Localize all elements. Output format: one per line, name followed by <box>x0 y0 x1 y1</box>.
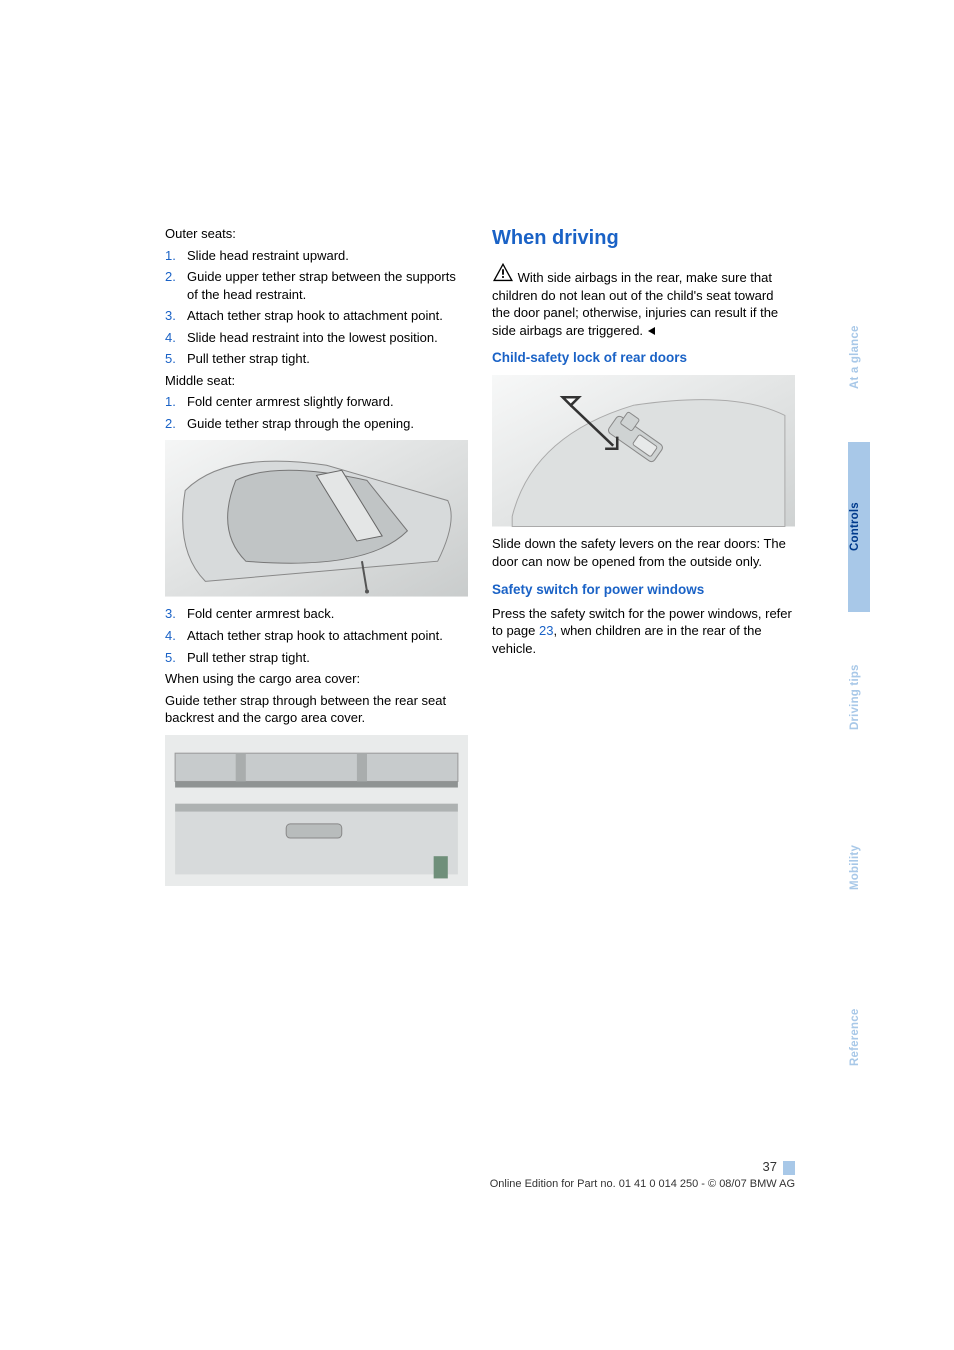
list-item: 4.Slide head restraint into the lowest p… <box>165 329 468 347</box>
step-number: 5. <box>165 350 187 368</box>
step-number: 4. <box>165 329 187 347</box>
page-number: 37 <box>0 1158 795 1176</box>
cargo-cover-figure <box>165 735 468 885</box>
outer-seats-label: Outer seats: <box>165 225 468 243</box>
tab-reference[interactable]: Reference <box>848 952 870 1122</box>
page-reference[interactable]: 23 <box>539 623 553 638</box>
left-column: Outer seats: 1.Slide head restraint upwa… <box>165 225 468 895</box>
child-lock-figure <box>492 375 795 525</box>
step-text: Fold center armrest slightly forward. <box>187 393 468 411</box>
list-item: 3.Attach tether strap hook to attachment… <box>165 307 468 325</box>
tab-mobility[interactable]: Mobility <box>848 782 870 952</box>
list-item: 1.Fold center armrest slightly forward. <box>165 393 468 411</box>
warning-text: With side airbags in the rear, make sure… <box>492 270 778 338</box>
list-item: 4.Attach tether strap hook to attachment… <box>165 627 468 645</box>
cargo-cover-intro: When using the cargo area cover: <box>165 670 468 688</box>
step-number: 5. <box>165 649 187 667</box>
content-columns: Outer seats: 1.Slide head restraint upwa… <box>165 225 795 895</box>
list-item: 2.Guide upper tether strap between the s… <box>165 268 468 303</box>
armrest-figure <box>165 440 468 595</box>
manual-page: Outer seats: 1.Slide head restraint upwa… <box>0 0 954 1350</box>
step-number: 3. <box>165 605 187 623</box>
step-text: Fold center armrest back. <box>187 605 468 623</box>
middle-seat-steps-b: 3.Fold center armrest back. 4.Attach tet… <box>165 605 468 666</box>
tab-at-a-glance[interactable]: At a glance <box>848 272 870 442</box>
outer-seats-steps: 1.Slide head restraint upward. 2.Guide u… <box>165 247 468 368</box>
step-number: 3. <box>165 307 187 325</box>
when-driving-heading: When driving <box>492 225 795 252</box>
step-text: Attach tether strap hook to attachment p… <box>187 627 468 645</box>
end-mark-icon <box>647 322 657 340</box>
step-number: 2. <box>165 415 187 433</box>
child-lock-heading: Child-safety lock of rear doors <box>492 349 795 367</box>
list-item: 3.Fold center armrest back. <box>165 605 468 623</box>
power-windows-text: Press the safety switch for the power wi… <box>492 605 795 658</box>
right-column: When driving With side airbags in the re… <box>492 225 795 895</box>
list-item: 2.Guide tether strap through the opening… <box>165 415 468 433</box>
warning-block: With side airbags in the rear, make sure… <box>492 262 795 339</box>
tab-driving-tips[interactable]: Driving tips <box>848 612 870 782</box>
power-windows-heading: Safety switch for power windows <box>492 581 795 599</box>
page-footer: 37 Online Edition for Part no. 01 41 0 0… <box>0 1158 795 1192</box>
list-item: 1.Slide head restraint upward. <box>165 247 468 265</box>
cargo-cover-text: Guide tether strap through between the r… <box>165 692 468 727</box>
child-lock-text: Slide down the safety levers on the rear… <box>492 535 795 570</box>
footer-line: Online Edition for Part no. 01 41 0 014 … <box>490 1178 795 1190</box>
step-number: 2. <box>165 268 187 303</box>
warning-paragraph: With side airbags in the rear, make sure… <box>492 262 795 339</box>
step-text: Slide head restraint into the lowest pos… <box>187 329 468 347</box>
step-number: 4. <box>165 627 187 645</box>
step-text: Pull tether strap tight. <box>187 649 468 667</box>
step-text: Guide tether strap through the opening. <box>187 415 468 433</box>
step-text: Attach tether strap hook to attachment p… <box>187 307 468 325</box>
warning-icon <box>492 262 514 282</box>
middle-seat-label: Middle seat: <box>165 372 468 390</box>
middle-seat-steps-a: 1.Fold center armrest slightly forward. … <box>165 393 468 432</box>
list-item: 5.Pull tether strap tight. <box>165 649 468 667</box>
step-number: 1. <box>165 393 187 411</box>
step-text: Slide head restraint upward. <box>187 247 468 265</box>
step-text: Guide upper tether strap between the sup… <box>187 268 468 303</box>
step-text: Pull tether strap tight. <box>187 350 468 368</box>
tab-controls[interactable]: Controls <box>848 442 870 612</box>
list-item: 5.Pull tether strap tight. <box>165 350 468 368</box>
step-number: 1. <box>165 247 187 265</box>
side-tabs: At a glance Controls Driving tips Mobili… <box>848 272 870 1122</box>
